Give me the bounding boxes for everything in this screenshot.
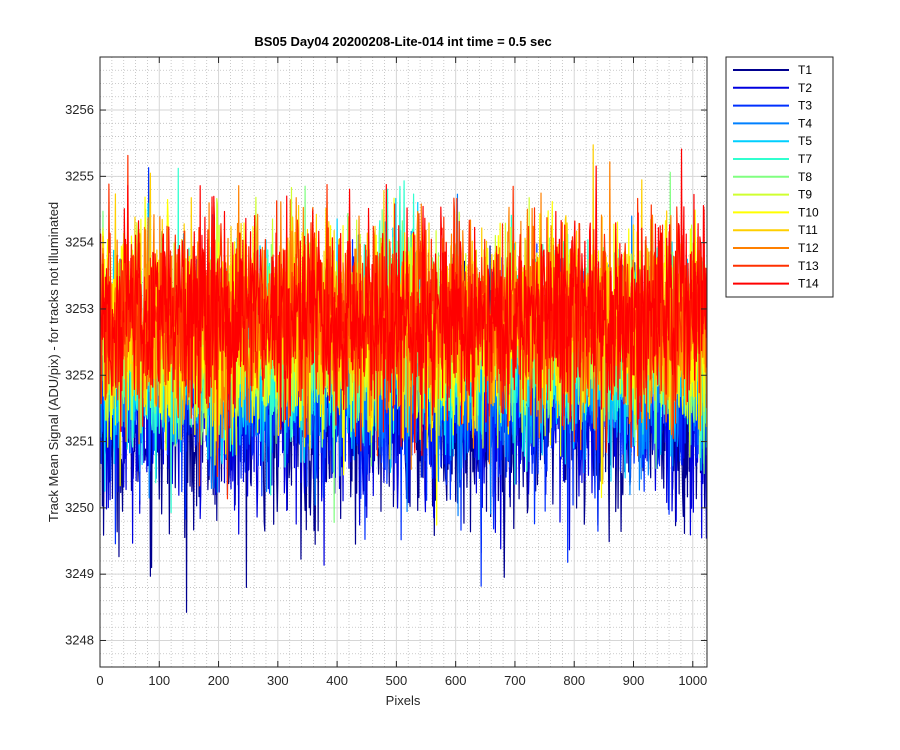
y-axis-label: Track Mean Signal (ADU/pix) - for tracks…	[46, 202, 61, 522]
legend-entry: T5	[798, 134, 812, 148]
chart-title: BS05 Day04 20200208-Lite-014 int time = …	[254, 34, 551, 49]
legend: T1 T2 T3 T4 T5 T7 T8 T9 T10 T11 T12 T13 T14	[725, 56, 834, 298]
y-tick-labels: 3248 3249 3250 3251 3252 3253 3254 3255 3256	[65, 102, 94, 647]
plot-frame	[99, 56, 708, 668]
legend-entry: T10	[798, 205, 819, 219]
legend-entry: T4	[798, 116, 812, 130]
x-tick-label: 200	[208, 673, 230, 688]
y-tick-label: 3253	[65, 301, 94, 316]
y-tick-label: 3255	[65, 168, 94, 183]
x-tick-labels: 0 100 200 300 400 500 600 700 800 900 1000	[96, 673, 707, 688]
series-line-T14	[100, 148, 707, 456]
x-tick-label: 900	[623, 673, 645, 688]
x-tick-label: 600	[445, 673, 467, 688]
y-tick-label: 3248	[65, 632, 94, 647]
y-tick-label: 3251	[65, 434, 94, 449]
y-tick-label: 3249	[65, 566, 94, 581]
x-tick-label: 500	[386, 673, 408, 688]
x-tick-label: 800	[563, 673, 585, 688]
y-tick-label: 3254	[65, 235, 94, 250]
legend-entry: T12	[798, 241, 819, 255]
y-tick-label: 3252	[65, 367, 94, 382]
x-tick-label: 100	[148, 673, 170, 688]
series-group	[100, 144, 707, 613]
y-tick-label: 3256	[65, 102, 94, 117]
x-tick-label: 300	[267, 673, 289, 688]
y-tick-label: 3250	[65, 500, 94, 515]
x-axis-label: Pixels	[386, 693, 421, 708]
legend-entry: T3	[798, 99, 812, 113]
legend-entry: T11	[798, 223, 818, 237]
legend-entry: T9	[798, 188, 812, 202]
legend-entry: T2	[798, 81, 812, 95]
legend-entry: T8	[798, 170, 812, 184]
legend-entry: T13	[798, 259, 819, 273]
legend-entry: T7	[798, 152, 812, 166]
x-tick-label: 0	[96, 673, 103, 688]
legend-entry: T1	[798, 63, 812, 77]
major-grid	[99, 57, 707, 667]
x-tick-label: 1000	[678, 673, 707, 688]
legend-entry: T14	[798, 277, 819, 291]
plot-area	[99, 56, 708, 668]
x-tick-label: 400	[326, 673, 348, 688]
x-tick-label: 700	[504, 673, 526, 688]
